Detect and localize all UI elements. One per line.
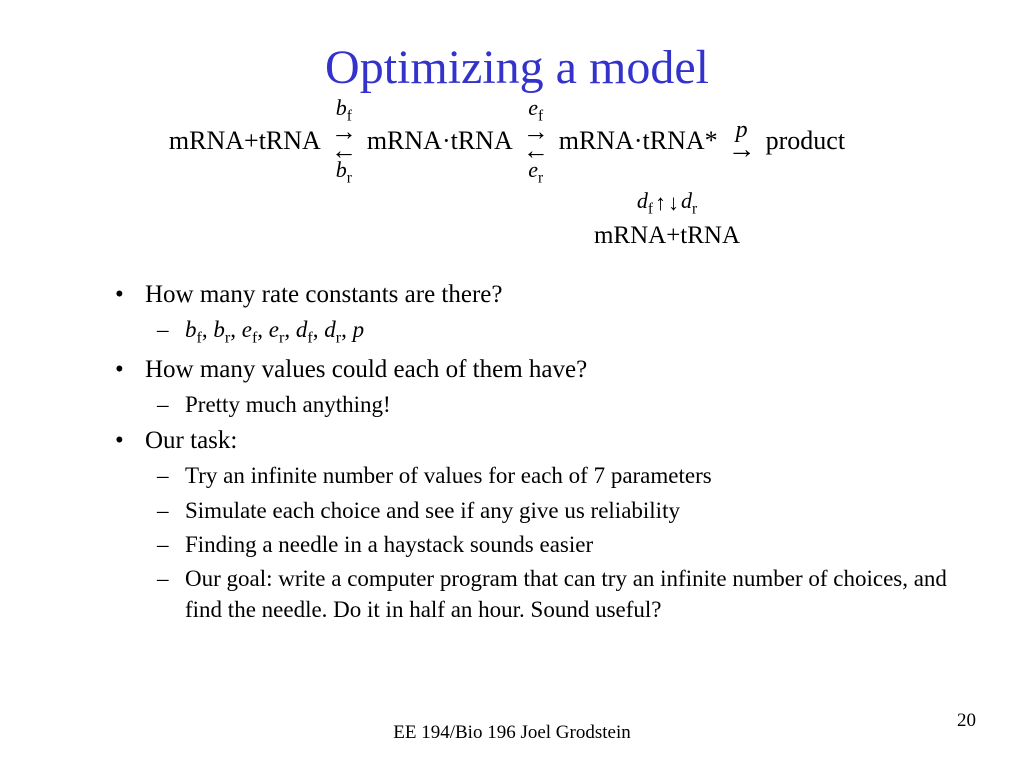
- bullet-level-1: How many values could each of them have?: [115, 353, 964, 386]
- footer-text: EE 194/Bio 196 Joel Grodstein: [0, 722, 1024, 744]
- down-branch: df ↑↓ dr mRNA+tRNA: [370, 188, 964, 250]
- eq-term-4: product: [766, 126, 845, 156]
- slide-title: Optimizing a model: [70, 40, 964, 95]
- page-number: 20: [957, 710, 976, 732]
- slide: Optimizing a model mRNA+tRNA bf → ← br m…: [0, 0, 1024, 768]
- bullet-level-2: Simulate each choice and see if any give…: [115, 496, 964, 526]
- bullet-level-2: Finding a needle in a haystack sounds ea…: [115, 530, 964, 560]
- down-term: mRNA+tRNA: [370, 222, 964, 250]
- bullet-level-2: Our goal: write a computer program that …: [115, 564, 964, 625]
- eq-arrow-2: ef → ← er: [523, 97, 549, 186]
- eq-term-2: mRNA·tRNA: [367, 126, 513, 156]
- bullet-level-1: Our task:: [115, 424, 964, 457]
- eq-term-3: mRNA·tRNA*: [559, 126, 718, 156]
- bullet-level-2: Pretty much anything!: [115, 390, 964, 420]
- bullet-list: How many rate constants are there? bf, br…: [70, 278, 964, 625]
- eq-arrow-3: p →: [728, 118, 756, 164]
- bullet-level-1: How many rate constants are there?: [115, 278, 964, 311]
- eq-term-1: mRNA+tRNA: [169, 126, 321, 156]
- bullet-level-2: Try an infinite number of values for eac…: [115, 461, 964, 491]
- reaction-equation: mRNA+tRNA bf → ← br mRNA·tRNA ef → ← er …: [50, 97, 964, 186]
- eq-arrow-1: bf → ← br: [331, 97, 357, 186]
- bullet-level-2: bf, br, ef, er, df, dr, p: [115, 315, 964, 349]
